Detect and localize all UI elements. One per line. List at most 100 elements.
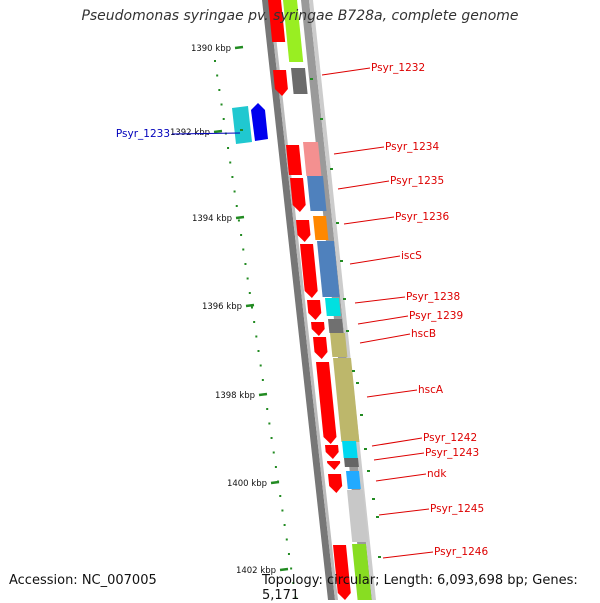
ruler-tick-mark	[279, 567, 289, 572]
feature-leader-line	[337, 180, 390, 190]
gene-dot	[330, 168, 333, 170]
cds-arrow	[313, 337, 328, 359]
feature-labels: Psyr_1232 Psyr_1233 Psyr_1234 Psyr_1235 Psyr…	[116, 62, 488, 559]
feature-label: Psyr_1235	[390, 175, 444, 187]
ruler-tick-label: 1390 kbp	[191, 44, 231, 54]
cds-arrow	[311, 322, 325, 336]
gene-dot	[376, 516, 379, 518]
gene-block	[313, 216, 329, 240]
ruler-tick-label: 1402 kbp	[236, 566, 276, 576]
ruler-tick-label: 1396 kbp	[202, 302, 242, 312]
feature-leader-line	[354, 296, 406, 304]
feature-label: ndk	[427, 468, 447, 480]
gene-dot	[320, 118, 323, 120]
ruler: 1390 kbp 1392 kbp 1394 kbp 1396 kbp 1398 kbp…	[170, 44, 289, 576]
feature-label: Psyr_1239	[409, 310, 463, 322]
feature-leader-line	[375, 473, 427, 482]
ruler-tick-label: 1392 kbp	[170, 128, 210, 138]
gene-dot	[360, 414, 363, 416]
gene-block	[307, 176, 327, 211]
gene-dot	[356, 382, 359, 384]
feature-label: Psyr_1232	[371, 62, 425, 74]
feature-leader-line	[357, 315, 409, 325]
cds-arrow	[290, 178, 306, 212]
feature-label: hscA	[418, 384, 444, 396]
feature-leader-line	[378, 508, 430, 516]
gene-block	[325, 298, 341, 316]
feature-label: Psyr_1233	[116, 128, 170, 140]
gene-track	[232, 0, 372, 600]
feature-leader-line	[171, 132, 241, 135]
gene-dot	[364, 448, 367, 450]
gene-block	[291, 68, 308, 94]
gene-block	[232, 106, 252, 144]
cds-arrow	[296, 220, 311, 242]
gene-block	[347, 490, 369, 542]
gene-block	[283, 0, 304, 62]
ruler-tick-mark	[270, 480, 280, 485]
ruler-tick-mark	[258, 392, 268, 397]
feature-leader-line	[349, 255, 401, 265]
gene-dot	[336, 222, 339, 224]
cds-arrow	[327, 461, 341, 470]
feature-leader-line	[321, 67, 371, 76]
cds-arrow	[328, 474, 343, 493]
gene-dot	[378, 556, 381, 558]
gene-dot	[340, 260, 343, 262]
feature-leader-line	[343, 216, 395, 225]
cds-track	[268, 0, 351, 600]
feature-leader-line	[333, 146, 385, 155]
cds-arrow	[251, 103, 268, 141]
feature-label: Psyr_1243	[425, 447, 479, 459]
cds-arrow	[273, 70, 288, 96]
gene-dot	[310, 78, 313, 80]
genome-stats-label: Topology: circular; Length: 6,093,698 bp…	[262, 573, 578, 603]
cds-arrow	[325, 445, 339, 459]
feature-label: Psyr_1238	[406, 291, 460, 303]
gene-block	[328, 319, 344, 333]
gene-dot	[367, 470, 370, 472]
gene-block	[344, 458, 359, 467]
gene-block	[330, 333, 348, 357]
feature-label: Psyr_1236	[395, 211, 449, 223]
gene-block	[303, 142, 322, 176]
ruler-tick-mark	[235, 215, 245, 220]
gene-block	[352, 544, 372, 600]
ruler-tick-mark	[234, 45, 244, 50]
feature-label: Psyr_1245	[430, 503, 484, 515]
ruler-tick-label: 1398 kbp	[215, 391, 255, 401]
feature-label: Psyr_1246	[434, 546, 488, 558]
gene-dot	[343, 298, 346, 300]
feature-leader-line	[366, 389, 418, 398]
feature-label: Psyr_1234	[385, 141, 439, 153]
gene-dot	[240, 129, 243, 131]
map-title: Pseudomonas syringae pv. syringae B728a,…	[81, 8, 519, 24]
gene-block	[333, 358, 360, 442]
feature-label: Psyr_1242	[423, 432, 477, 444]
ruler-tick-label: 1394 kbp	[192, 214, 232, 224]
cds-arrow	[316, 362, 337, 444]
gene-block	[346, 471, 361, 489]
gene-dot	[372, 498, 375, 500]
ruler-tick-mark	[245, 303, 255, 308]
gene-block	[317, 241, 340, 297]
accession-label: Accession: NC_007005	[9, 573, 157, 588]
cds-arrow	[307, 300, 322, 320]
feature-leader-line	[359, 333, 411, 344]
gene-block	[342, 441, 358, 458]
cds-arrow	[268, 0, 286, 42]
feature-label: hscB	[411, 328, 436, 340]
ruler-tick-mark	[213, 129, 223, 134]
cds-arrow	[333, 545, 351, 600]
gene-dot-track	[240, 78, 381, 558]
cds-arrow	[300, 244, 318, 298]
feature-leader-line	[373, 452, 425, 461]
feature-leader-line	[382, 551, 434, 559]
gene-dot	[346, 330, 349, 332]
ruler-tick-label: 1400 kbp	[227, 479, 267, 489]
feature-label: iscS	[401, 250, 422, 262]
cds-arrow	[286, 145, 302, 175]
gene-dot	[352, 370, 355, 372]
feature-leader-line	[371, 437, 423, 447]
